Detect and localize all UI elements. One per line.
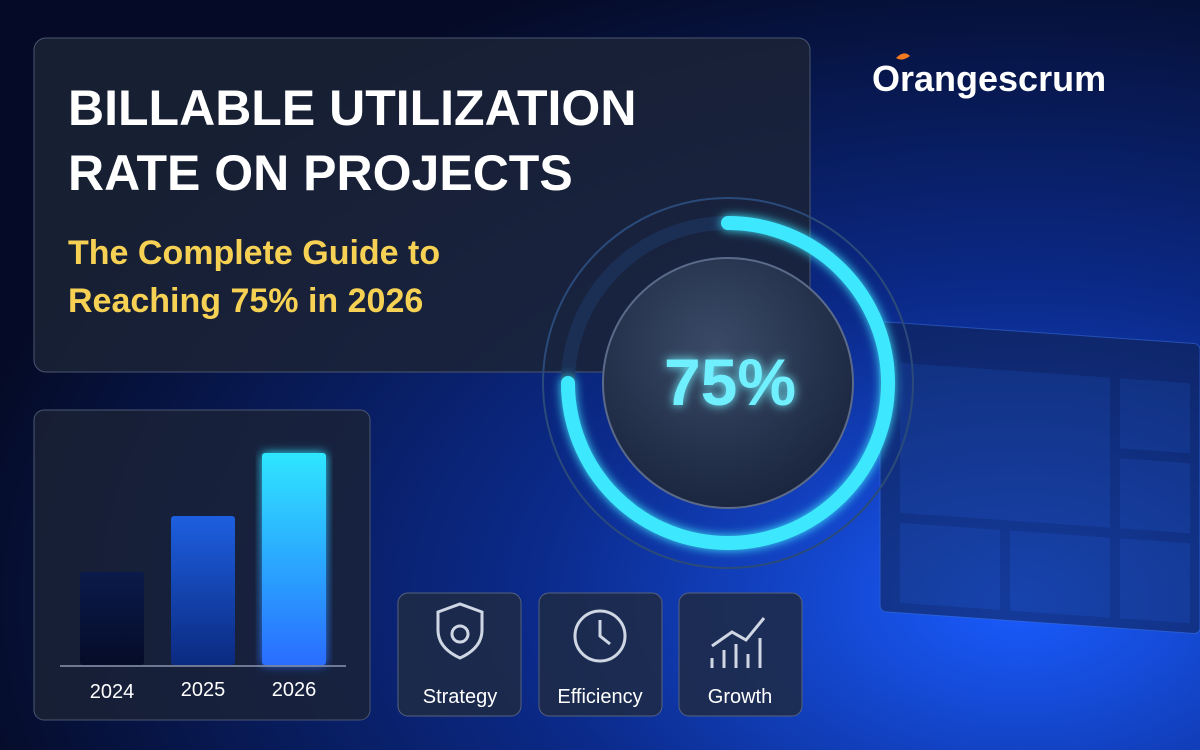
brand-leaf [896, 53, 910, 60]
bar [171, 516, 235, 665]
bar-label: 2025 [181, 679, 226, 701]
gauge-arc [561, 216, 895, 550]
bar-label: 2024 [90, 681, 135, 703]
gauge-label: 75% [664, 345, 796, 419]
title-panel [33, 37, 811, 373]
dashboard-screen [879, 321, 1200, 635]
bar-label: 2026 [272, 679, 317, 701]
feature-label: Growth [708, 686, 772, 708]
gauge-disc [602, 257, 854, 509]
title: RATE ON PROJECTS [68, 145, 573, 201]
feature-card: Strategy [397, 592, 522, 717]
brand: Orangescrum [872, 58, 1106, 99]
feature-label: Efficiency [557, 686, 642, 708]
gauge-outer-ring [542, 197, 914, 569]
subtitle: Reaching 75% in 2026 [68, 282, 423, 320]
title: BILLABLE UTILIZATION [68, 80, 636, 136]
subtitle: The Complete Guide to [68, 234, 440, 272]
feature-card: Growth [678, 592, 803, 717]
feature-label: Strategy [423, 686, 497, 708]
bar [262, 453, 326, 665]
bar [80, 572, 144, 665]
feature-card: Efficiency [538, 592, 663, 717]
gauge: 75% [542, 197, 914, 569]
